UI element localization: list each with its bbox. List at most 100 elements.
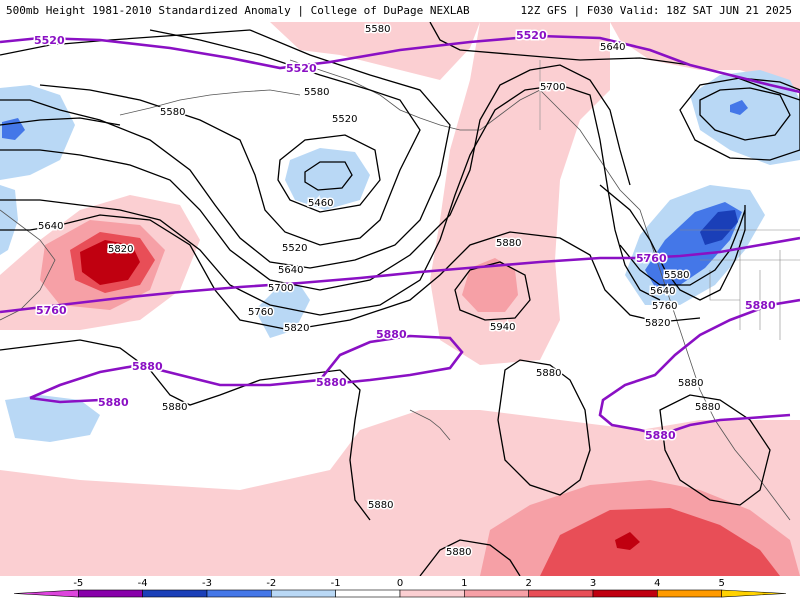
contour-5880-west [0,339,371,521]
contour-ne-low-2 [679,77,800,161]
label-5880-s2: 5880 [446,547,471,558]
label-5520-b: 5520 [282,243,307,254]
label-5940: 5940 [490,322,515,333]
colorbar-tick-label: 4 [654,578,660,589]
weather-map: 5580 5580 5580 5520 5460 5520 5640 5700 … [0,22,800,576]
label-5580-trough: 5580 [664,270,689,281]
label-5820-west: 5820 [108,244,133,255]
contour-trough-2 [619,209,746,286]
colorbar-swatch [657,589,722,598]
map-valid-time: 12Z GFS | F030 Valid: 18Z SAT JUN 21 202… [520,4,792,17]
coastlines [0,59,791,521]
colorbar-tick-label: 2 [525,578,531,589]
label-5640-a: 5640 [278,265,303,276]
colorbar-swatch [13,589,79,598]
colorbar-tick-label: 3 [590,578,596,589]
colorbar-tick-label: -1 [331,578,341,589]
anomaly-pos3-south [540,508,780,576]
label-5520-low: 5520 [332,114,357,125]
colorbar-svg: -5 -4 -3 -2 -1 0 1 2 3 4 5 [13,578,787,598]
colorbar-swatch [271,589,336,598]
contour-5880-southeast [659,394,771,506]
anomaly-pos1-top [270,22,480,80]
label-5880-ridge: 5880 [496,238,521,249]
anomaly-neg2-northeast [730,100,748,115]
colorbar-swatch [206,589,272,598]
ref-5520 [0,34,800,94]
coast-aleutians [119,89,301,116]
colorbar-swatch [335,589,401,598]
label-5880-s1: 5880 [368,500,393,511]
anomaly-pos4-west [80,240,140,285]
contour-trough-1 [599,184,746,301]
label-5760-a: 5760 [248,307,273,318]
colorbar-tick-label: 1 [461,578,467,589]
positive-anomaly-shading [0,22,800,576]
ref-5760 [0,236,800,314]
ref-5880-east [598,298,800,437]
ref-label-5760-w: 5760 [36,304,67,317]
ref-label-5880-a: 5880 [376,328,407,341]
coast-uswest [669,299,791,521]
contour-5820 [0,214,701,331]
coast-hawaii [409,409,451,441]
ref-label-5520-c: 5520 [286,62,317,75]
contour-5700 [0,64,631,291]
colorbar-swatch [464,589,529,598]
label-5820-trough: 5820 [645,318,670,329]
contour-5640-main [0,29,451,269]
label-5640-ne: 5640 [600,42,625,53]
anomaly-neg1-westedge [0,185,18,255]
reference-contours [0,34,800,437]
ref-label-5760-e: 5760 [636,252,667,265]
colorbar-swatch [592,589,658,598]
colorbar-tick-label: -2 [266,578,276,589]
state-borders [539,60,800,340]
label-5880-e1: 5880 [678,378,703,389]
label-5700-a: 5700 [268,283,293,294]
coast-alaska [289,59,541,131]
label-5580-b: 5580 [160,107,185,118]
ref-label-5880-f: 5880 [645,429,676,442]
colorbar-tick-label: -5 [73,578,83,589]
label-5760-trough: 5760 [652,301,677,312]
ref-label-5880-d: 5880 [98,396,129,409]
map-area: 5580 5580 5580 5520 5460 5520 5640 5700 … [0,22,800,576]
colorbar-tick-label: -3 [202,578,212,589]
coast-bc [539,89,671,301]
reference-labels: 5520 5520 5520 5760 5760 5880 5880 5880 … [33,28,778,444]
colorbar: -5 -4 -3 -2 -1 0 1 2 3 4 5 [0,576,800,600]
label-5820-a: 5820 [284,323,309,334]
colorbar-tick-label: -4 [138,578,148,589]
contour-5880-upper [0,117,121,126]
label-5580-a: 5580 [304,87,329,98]
colorbar-tick-label: 0 [397,578,403,589]
colorbar-swatch [721,589,787,598]
colorbar-ticks: -5 -4 -3 -2 -1 0 1 2 3 4 5 [73,578,725,589]
anomaly-neg3-trough [700,210,738,245]
ref-label-5880-c: 5880 [316,376,347,389]
contour-5880-center [497,359,591,496]
height-contours [0,22,800,576]
contour-5760 [0,84,661,316]
anomaly-pos4-south [615,532,640,550]
label-5460: 5460 [308,198,333,209]
anomaly-neg1-southwest [5,395,100,442]
colorbar-swatch [399,589,465,598]
ref-label-5880-b: 5880 [132,360,163,373]
label-5640-trough: 5640 [650,286,675,297]
label-5880-center: 5880 [536,368,561,379]
map-header: 500mb Height 1981-2010 Standardized Anom… [0,0,800,22]
anomaly-pos2-central [462,258,518,312]
map-title: 500mb Height 1981-2010 Standardized Anom… [6,4,470,17]
colorbar-swatch [142,589,208,598]
contour-low-5460 [304,161,353,191]
anomaly-neg1-low [285,148,370,210]
label-5640-west: 5640 [38,221,63,232]
ref-label-5520-e: 5520 [516,29,547,42]
ref-5880-west [29,334,464,400]
label-5700-ne: 5700 [540,82,565,93]
colorbar-swatch [78,589,143,598]
contour-low-5520 [277,134,381,213]
colorbar-swatches [13,589,787,598]
